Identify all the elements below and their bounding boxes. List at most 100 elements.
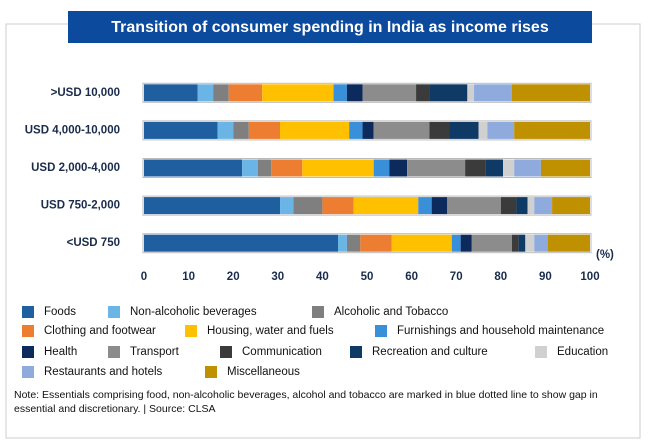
bar-segment [471,234,512,252]
legend-label: Miscellaneous [227,366,300,378]
bar-segment [449,121,479,139]
legend-label: Housing, water and fuels [207,325,334,337]
legend-label: Foods [44,306,76,318]
x-tick-label: 20 [227,271,240,283]
bar-segment [429,84,468,102]
bar-segment [217,121,234,139]
legend-label: Restaurants and hotels [44,366,163,378]
bar-segment [242,159,258,177]
legend-swatch [535,346,547,358]
bar-segment [144,234,339,252]
bar-segment [431,197,448,215]
legend-swatch [375,325,387,337]
bar-segment [280,197,294,215]
legend-swatch [185,325,197,337]
bar-segment [474,84,512,102]
bar-segment [525,234,535,252]
x-tick-label: 60 [405,271,418,283]
legend-swatch [350,346,362,358]
legend-label: Furnishings and household maintenance [397,325,604,337]
bar-segment [338,234,347,252]
title-box [68,11,592,43]
legend-label: Health [44,346,77,358]
bar-segment [518,234,526,252]
bar-segment [487,121,515,139]
legend-swatch [22,346,34,358]
bar-segment [233,121,249,139]
bar-segment [514,159,541,177]
bar-segment [416,84,430,102]
bar-segment [447,197,501,215]
bar-segment [197,84,214,102]
bar-segment [373,121,430,139]
chart-title: Transition of consumer spending in India… [111,19,549,36]
bar-segment [391,234,452,252]
y-tick-label: <USD 750 [67,237,120,249]
bar-segment [407,159,466,177]
bar-segment [460,234,472,252]
bar-segment [271,159,303,177]
bar-segment [503,159,515,177]
bar-segment [257,159,272,177]
bar-segment [552,197,590,215]
legend-label: Education [557,346,608,358]
legend-label: Communication [242,346,322,358]
bar-segment [302,159,374,177]
bar-segment [349,121,363,139]
bar-segment [467,84,475,102]
x-tick-label: 50 [361,271,374,283]
bar-segment [333,84,347,102]
note: Note: Essentials comprising food, non-al… [14,389,598,415]
bar-segment [144,197,281,215]
legend-label: Alcoholic and Tobacco [334,306,448,318]
bar-segment [322,197,354,215]
bar-segment [547,234,590,252]
bar-segment [389,159,408,177]
legend-swatch [108,306,120,318]
bar-segment [346,84,363,102]
bar-segment [451,234,461,252]
bar-segment [293,197,323,215]
x-tick-label: 0 [141,271,147,283]
bar-segment [516,197,528,215]
bar-segment [213,84,229,102]
bar-segment [373,159,390,177]
x-tick-label: 90 [539,271,552,283]
bar-segment [280,121,350,139]
bar-segment [248,121,281,139]
x-axis-label: (%) [596,249,614,261]
bar-segment [500,197,517,215]
bar-segment [527,197,535,215]
bar-segment [144,159,243,177]
legend-label: Clothing and footwear [44,325,156,337]
bar-segment [465,159,486,177]
bar-segment [418,197,432,215]
legend-swatch [22,325,34,337]
bar-segment [534,234,548,252]
x-tick-label: 100 [580,271,599,283]
bar-segment [362,121,374,139]
bar-segment [144,121,218,139]
legend-swatch [22,366,34,378]
legend-label: Recreation and culture [372,346,488,358]
legend-swatch [205,366,217,378]
bar-segment [511,84,590,102]
y-tick-label: USD 4,000-10,000 [25,124,120,136]
x-tick-label: 40 [316,271,329,283]
x-tick-label: 70 [450,271,463,283]
bar-segment [262,84,334,102]
bar-segment [540,159,590,177]
legend-label: Transport [130,346,180,358]
x-tick-label: 10 [182,271,195,283]
x-tick-label: 30 [271,271,284,283]
legend-swatch [22,306,34,318]
bar-segment [346,234,361,252]
legend-swatch [220,346,232,358]
bar-segment [362,84,417,102]
y-tick-label: USD 750-2,000 [41,200,120,212]
legend-swatch [312,306,324,318]
bar-segment [511,234,519,252]
bar-segment [360,234,392,252]
